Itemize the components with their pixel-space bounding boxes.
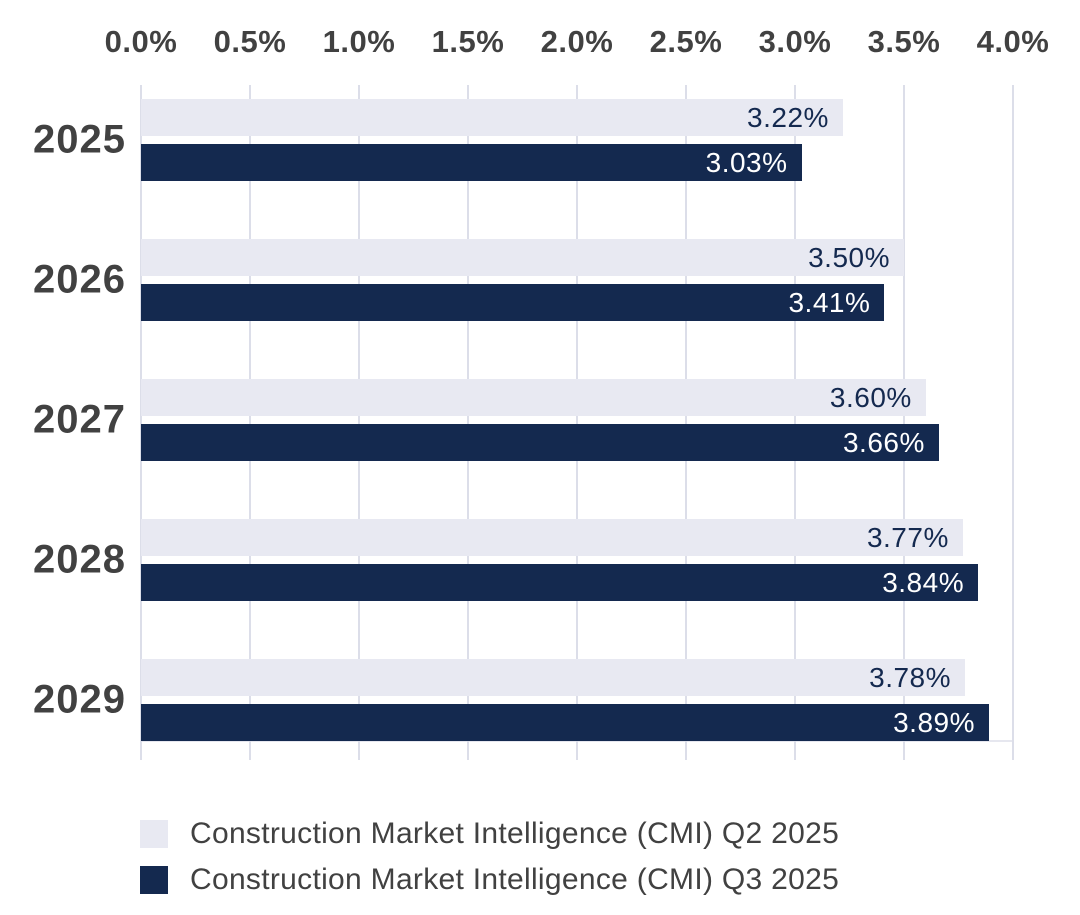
legend-item: Construction Market Intelligence (CMI) Q… xyxy=(140,858,839,902)
category-label-2028: 2028 xyxy=(33,537,126,582)
x-axis-tick-label: 0.0% xyxy=(104,24,178,59)
legend-label: Construction Market Intelligence (CMI) Q… xyxy=(190,817,840,850)
bar-2028-series-0: 3.77% xyxy=(141,519,963,556)
bar-2025-series-1: 3.03% xyxy=(141,144,802,181)
bar-2028-series-1: 3.84% xyxy=(141,564,979,601)
x-axis-tick-label: 4.0% xyxy=(976,24,1050,59)
bar-2027-series-1: 3.66% xyxy=(141,424,939,461)
gridline xyxy=(685,85,687,760)
bar-value-label: 3.41% xyxy=(788,286,871,318)
bar-2026-series-1: 3.41% xyxy=(141,284,885,321)
bar-2025-series-0: 3.22% xyxy=(141,99,843,136)
gridline xyxy=(467,85,469,760)
x-axis-tick-label: 1.0% xyxy=(322,24,396,59)
gridline xyxy=(903,85,905,760)
x-axis-tick-label: 3.5% xyxy=(867,24,941,59)
bar-2026-series-0: 3.50% xyxy=(141,239,904,276)
legend-item: Construction Market Intelligence (CMI) Q… xyxy=(140,812,839,856)
bar-value-label: 3.66% xyxy=(842,426,925,458)
gridline xyxy=(249,85,251,760)
bar-value-label: 3.60% xyxy=(829,381,912,413)
bar-value-label: 3.22% xyxy=(747,101,829,133)
x-axis-tick-label: 3.0% xyxy=(758,24,832,59)
legend-swatch xyxy=(140,866,168,894)
bar-value-label: 3.78% xyxy=(869,661,952,693)
x-axis-tick-label: 2.0% xyxy=(540,24,614,59)
legend-swatch xyxy=(140,820,168,848)
category-label-2029: 2029 xyxy=(33,677,126,722)
bar-value-label: 3.77% xyxy=(866,521,949,553)
plot-area: 3.22% 3.03% 3.50% 3.41% 3.60% 3.66% 3.77% 3.84%… xyxy=(140,85,1014,760)
x-axis-tick-label: 1.5% xyxy=(431,24,505,59)
bar-value-label: 3.89% xyxy=(893,706,976,738)
bar-value-label: 3.50% xyxy=(808,241,890,273)
bar-value-label: 3.03% xyxy=(705,146,788,178)
gridline xyxy=(1012,85,1014,760)
category-label-2025: 2025 xyxy=(33,117,126,162)
legend-label: Construction Market Intelligence (CMI) Q… xyxy=(190,863,840,896)
x-axis-tick-label: 0.5% xyxy=(213,24,287,59)
x-axis-tick-label: 2.5% xyxy=(649,24,723,59)
bar-2029-series-0: 3.78% xyxy=(141,659,966,696)
gridline xyxy=(576,85,578,760)
gridline xyxy=(140,85,142,760)
bar-2029-series-1: 3.89% xyxy=(141,704,990,741)
legend: Construction Market Intelligence (CMI) Q… xyxy=(140,812,839,902)
bar-value-label: 3.84% xyxy=(882,566,965,598)
gridline xyxy=(358,85,360,760)
bar-2027-series-0: 3.60% xyxy=(141,379,926,416)
category-label-2026: 2026 xyxy=(33,257,126,302)
category-label-2027: 2027 xyxy=(33,397,126,442)
gridline xyxy=(794,85,796,760)
